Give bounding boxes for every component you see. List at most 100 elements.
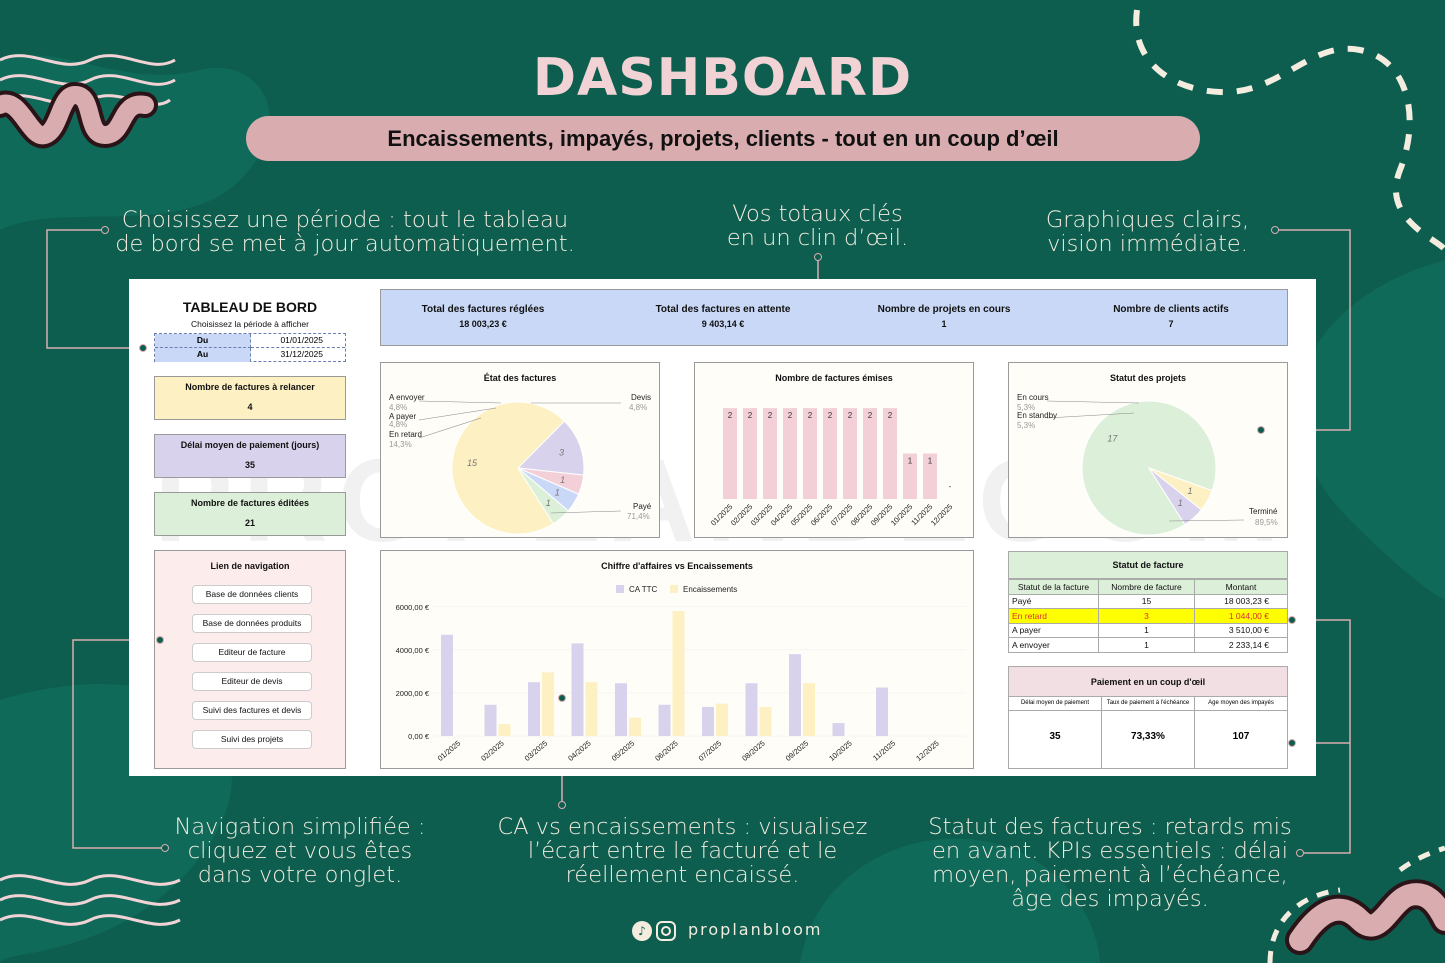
bar <box>763 408 777 499</box>
table-row-highlight: En retard 3 1 044,00 € <box>1008 608 1288 624</box>
paiement-value: 35 <box>1049 731 1061 742</box>
pie-slice <box>1148 467 1203 526</box>
pie-label: A payer <box>389 412 417 421</box>
pie-label: En standby <box>1017 411 1058 420</box>
bar <box>484 704 497 736</box>
pie-value-label: 1 <box>1187 486 1192 496</box>
paiement-value: 107 <box>1232 731 1250 742</box>
x-tick-label: 02/2025 <box>479 739 506 763</box>
pie-pct: 71,4% <box>627 512 650 521</box>
bar <box>542 672 554 736</box>
chart-title: Statut des projets <box>1109 373 1186 383</box>
leader-line <box>418 400 502 404</box>
pie-label: En cours <box>1017 393 1049 402</box>
bar <box>803 408 817 499</box>
y-tick-label: 6000,00 € <box>396 603 430 612</box>
note-statut: Statut des factures : retards mis en ava… <box>928 814 1292 912</box>
du-date-input[interactable]: 01/01/2025 <box>251 334 345 348</box>
connector-dot <box>101 226 109 234</box>
editees-card: Nombre de factures éditées 21 <box>154 492 346 536</box>
x-tick-label: 12/2025 <box>914 739 941 763</box>
au-date-input[interactable]: 31/12/2025 <box>280 349 323 359</box>
bar <box>903 453 917 499</box>
kpi-attente: Total des factures en attente 9 403,14 € <box>655 304 791 329</box>
bar <box>863 408 877 499</box>
note-navigation: Navigation simplifiée : cliquez et vous … <box>174 814 426 888</box>
connector-dot <box>161 844 169 852</box>
ca-encaissements-chart: Chiffre d'affaires vs Encaissements 0,00… <box>380 550 974 769</box>
connector-dot <box>1288 739 1296 747</box>
leader-line <box>1168 519 1245 522</box>
relancer-value: 4 <box>247 402 253 412</box>
y-tick-label: 0,00 € <box>408 732 430 741</box>
pie-pct: 4,8% <box>389 403 408 412</box>
pie-slice <box>451 401 566 535</box>
note-ca: CA vs encaissements : visualisez l’écart… <box>497 814 868 888</box>
bar <box>498 724 511 736</box>
pie-pct: 89,5% <box>1255 518 1278 527</box>
nav-suivi-projets-button[interactable]: Suivi des projets <box>192 730 312 749</box>
delai-label: Délai moyen de paiement (jours) <box>180 440 320 450</box>
bar-chart-svg: 201/2025202/2025203/2025204/2025205/2025… <box>709 408 954 528</box>
connector-dot <box>139 344 147 352</box>
editees-label: Nombre de factures éditées <box>190 498 310 508</box>
bar <box>658 704 671 736</box>
paiement-col: Délai moyen de paiement 35 <box>1009 697 1102 768</box>
nav-produits-button[interactable]: Base de données produits <box>192 614 312 633</box>
pie-slice <box>516 420 585 476</box>
relancer-label: Nombre de factures à relancer <box>185 382 315 392</box>
note-periode: Choisissez une période : tout le tableau… <box>115 207 575 257</box>
y-tick-label: 2000,00 € <box>396 689 430 698</box>
pie-value-label: 15 <box>467 458 478 468</box>
kpi-reglees: Total des factures réglées 18 003,23 € <box>421 304 545 329</box>
pie-slice <box>517 467 569 525</box>
x-tick-label: 11/2025 <box>871 739 897 763</box>
nav-facture-button[interactable]: Editeur de facture <box>192 643 312 662</box>
bar <box>832 723 845 736</box>
connector-dot <box>558 694 566 702</box>
tiktok-icon[interactable]: ♪ <box>632 921 652 941</box>
paiement-header: Age moyen des impayés <box>1195 697 1287 711</box>
dashboard-panel: PROPLANBLOOM TABLEAU DE BORD Choisissez … <box>129 279 1316 776</box>
nav-clients-button[interactable]: Base de données clients <box>192 585 312 604</box>
pie-value-label: 1 <box>1178 498 1183 508</box>
bar-chart-svg: 0,00 € 2000,00 € 4000,00 € 6000,00 € 01/2025… <box>396 603 966 763</box>
chart-title: État des factures <box>483 373 557 383</box>
bar <box>923 453 937 499</box>
kpi-projets: Nombre de projets en cours 1 <box>877 304 1011 329</box>
bar <box>843 408 857 499</box>
leader-line <box>418 417 482 439</box>
bar <box>803 683 815 736</box>
chart-title: Nombre de factures émises <box>775 373 893 383</box>
note-totaux: Vos totaux clés en un clin d’œil. <box>726 201 909 251</box>
bar-data-label: 2 <box>768 411 773 420</box>
bar <box>528 682 540 736</box>
pie-value-label: 17 <box>1107 434 1118 444</box>
x-tick-label: 10/2025 <box>889 502 915 528</box>
bar-data-label: 2 <box>748 411 753 420</box>
nav-suivi-factures-button[interactable]: Suivi des factures et devis <box>192 701 312 720</box>
du-label: Du <box>155 334 251 348</box>
statut-projets-chart: Statut des projets 17 1 1 En cours 5,3% En… <box>1008 362 1288 538</box>
x-tick-label: 03/2025 <box>523 739 550 763</box>
pie-pct: 5,3% <box>1017 403 1036 412</box>
period-selector: Du 01/01/2025 Au 31/12/2025 <box>154 333 346 362</box>
social-handle: proplanbloom <box>688 920 823 939</box>
nav-title: Lien de navigation <box>210 561 290 571</box>
navigation-panel: Lien de navigation Base de données clien… <box>154 550 346 769</box>
leader-line <box>550 510 622 514</box>
leader-line <box>418 407 497 421</box>
bar-data-label: 2 <box>828 411 833 420</box>
bar-data-label: - <box>949 482 952 491</box>
column-header: Nombre de facture <box>1098 579 1195 595</box>
nav-devis-button[interactable]: Editeur de devis <box>192 672 312 691</box>
paiement-header: Délai moyen de paiement <box>1009 697 1101 711</box>
sidebar-title: TABLEAU DE BORD <box>182 299 318 315</box>
table-row: A payer 1 3 510,00 € <box>1008 622 1288 638</box>
bar-data-label: 2 <box>788 411 793 420</box>
bar <box>743 408 757 499</box>
instagram-icon[interactable] <box>656 921 676 941</box>
table-row: Payé 15 18 003,23 € <box>1008 593 1288 609</box>
x-tick-label: 05/2025 <box>610 739 637 763</box>
